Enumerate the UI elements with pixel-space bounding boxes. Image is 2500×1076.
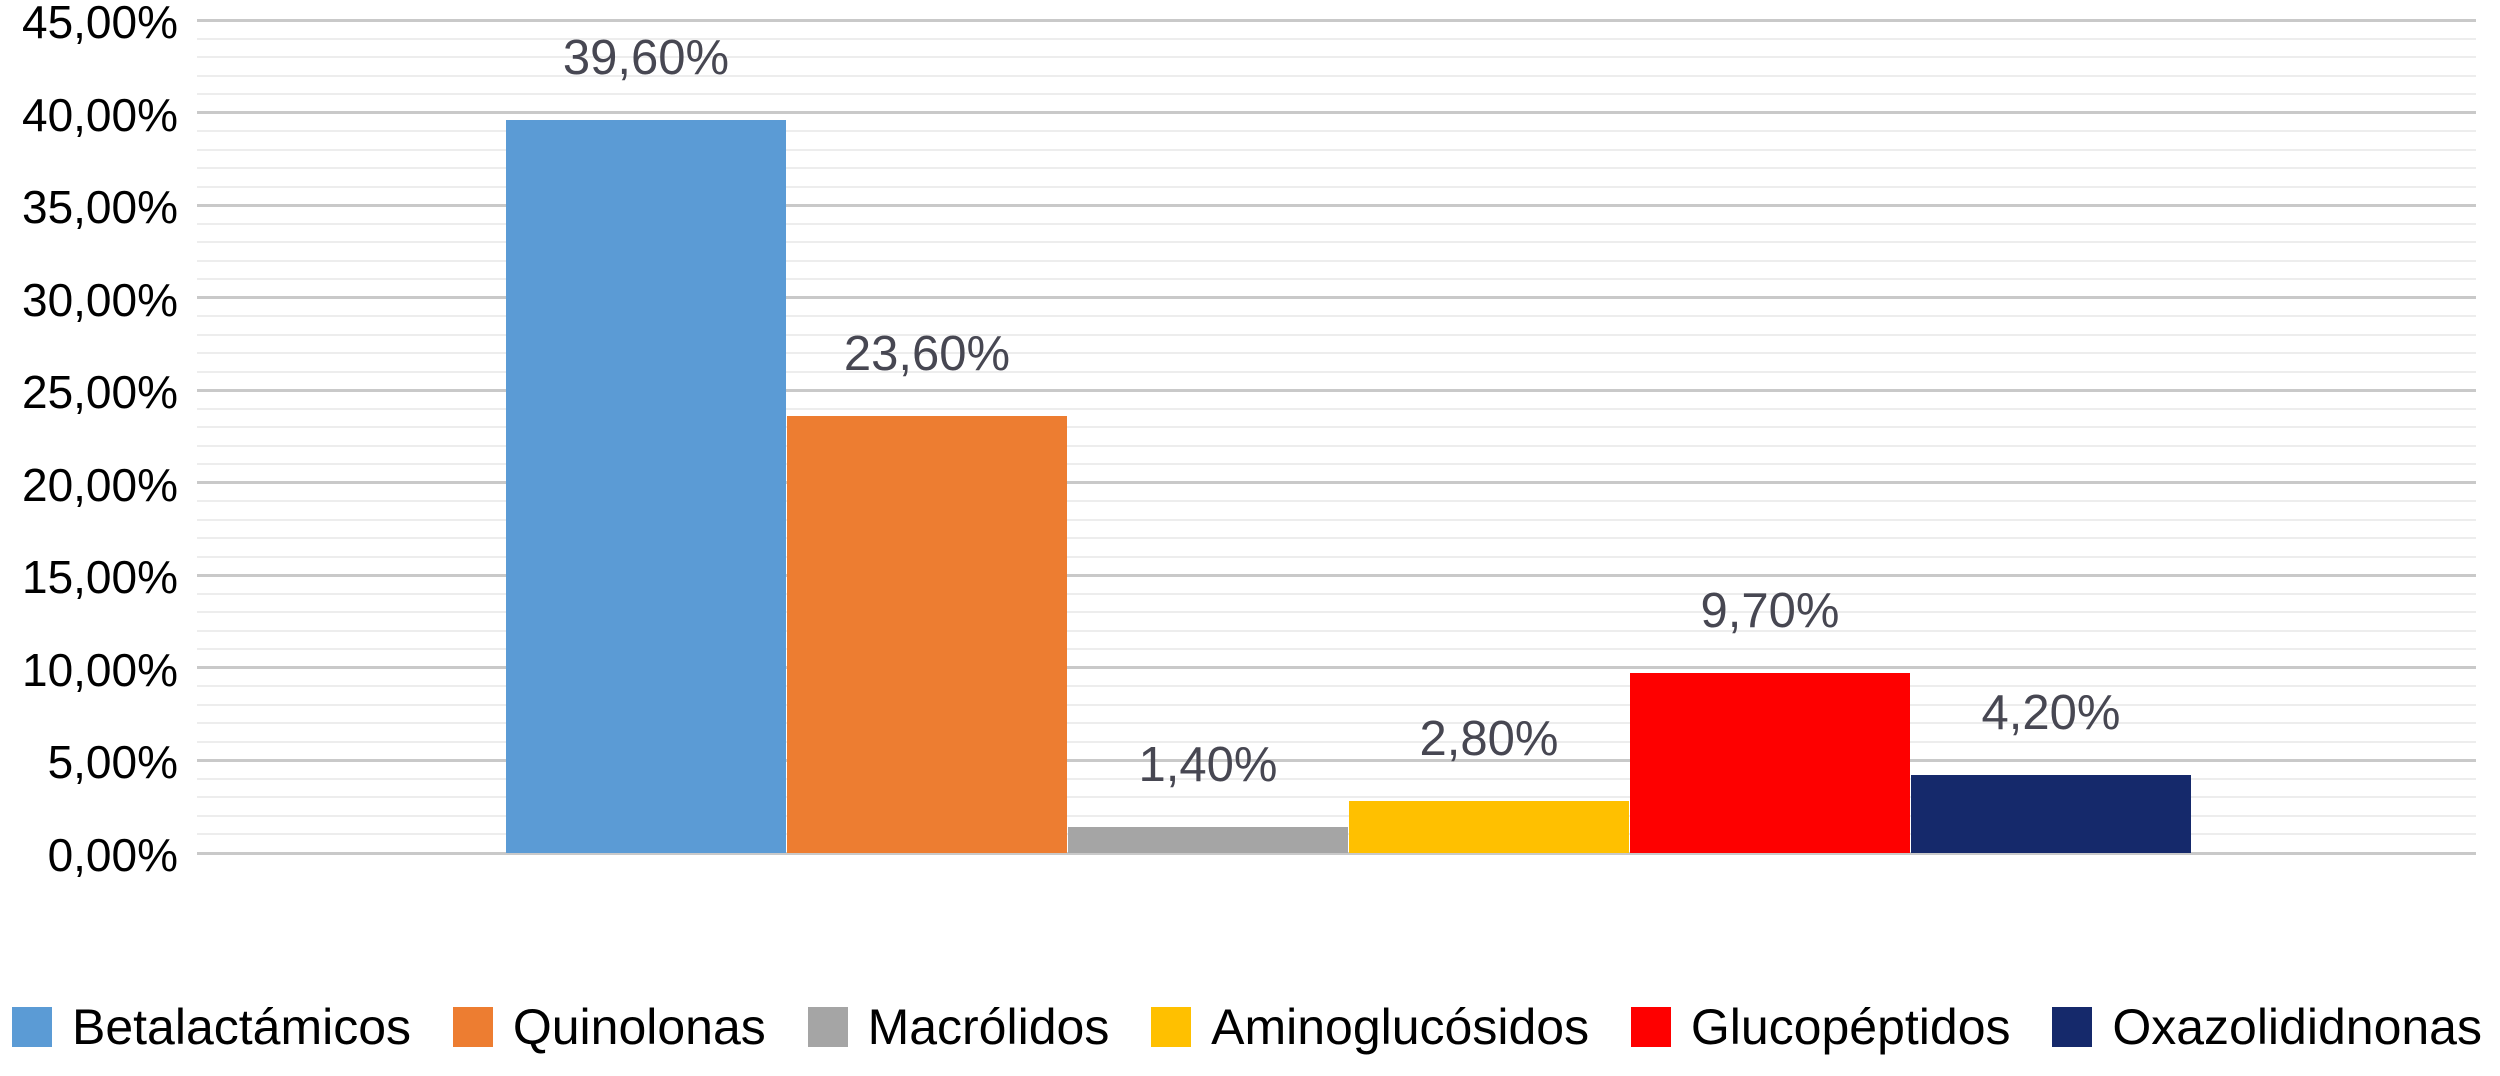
- gridline-minor: [197, 722, 2476, 724]
- gridline-major: [197, 481, 2476, 484]
- y-axis-tick: 25,00%: [21, 366, 178, 418]
- gridline-minor: [197, 186, 2476, 188]
- y-axis-tick: 0,00%: [47, 829, 178, 881]
- data-label-aminoglucosidos: 2,80%: [1419, 712, 1559, 766]
- gridline-minor: [197, 38, 2476, 40]
- gridline-minor: [197, 445, 2476, 447]
- data-label-macrolidos: 1,40%: [1138, 738, 1278, 792]
- y-axis-tick: 10,00%: [21, 644, 178, 696]
- gridline-minor: [197, 648, 2476, 650]
- y-axis-tick: 20,00%: [21, 459, 178, 511]
- gridline-major: [197, 666, 2476, 669]
- legend-item-glucopeptidos: Glucopéptidos: [1630, 999, 2011, 1055]
- gridline-minor: [197, 241, 2476, 243]
- bar-oxazolididnonas: [1911, 775, 2191, 853]
- y-axis-tick: 5,00%: [47, 736, 178, 788]
- gridline-minor: [197, 611, 2476, 613]
- gridline-minor: [197, 315, 2476, 317]
- gridline-minor: [197, 352, 2476, 354]
- gridline-major: [197, 296, 2476, 299]
- gridline-major: [197, 111, 2476, 114]
- gridline-minor: [197, 149, 2476, 151]
- gridline-minor: [197, 408, 2476, 410]
- y-axis-tick: 30,00%: [21, 274, 178, 326]
- legend-label: Macrólidos: [867, 999, 1110, 1055]
- data-label-oxazolididnonas: 4,20%: [1981, 686, 2121, 740]
- gridline-major: [197, 204, 2476, 207]
- gridline-minor: [197, 371, 2476, 373]
- gridline-major: [197, 19, 2476, 22]
- legend-item-aminoglucosidos: Aminoglucósidos: [1151, 1000, 1589, 1054]
- gridline-major: [197, 389, 2476, 392]
- gridline-minor: [197, 93, 2476, 95]
- gridline-minor: [197, 741, 2476, 743]
- gridline-minor: [197, 537, 2476, 539]
- legend-item-betalactamicos: Betalactámicos: [12, 1000, 411, 1054]
- legend-swatch-icon: [452, 1007, 493, 1047]
- y-axis-tick: 40,00%: [21, 89, 178, 141]
- gridline-minor: [197, 56, 2476, 58]
- gridline-minor: [197, 685, 2476, 687]
- gridline-minor: [197, 519, 2476, 521]
- gridline-minor: [197, 815, 2476, 817]
- gridline-major: [197, 574, 2476, 577]
- legend-swatch-icon: [1630, 1007, 1671, 1047]
- gridline-minor: [197, 75, 2476, 77]
- gridline-minor: [197, 167, 2476, 169]
- y-axis-tick: 35,00%: [21, 181, 178, 233]
- gridline-minor: [197, 556, 2476, 558]
- bar-quinolonas: [787, 416, 1067, 853]
- legend-label: Aminoglucósidos: [1211, 999, 1590, 1055]
- legend-label: Oxazolididnonas: [2112, 999, 2482, 1055]
- legend-label: Glucopéptidos: [1690, 999, 2011, 1055]
- gridline-minor: [197, 463, 2476, 465]
- data-label-betalactamicos: 39,60%: [562, 31, 730, 85]
- bar-aminoglucosidos: [1349, 801, 1629, 853]
- legend-label: Quinolonas: [512, 999, 766, 1055]
- gridline-minor: [197, 130, 2476, 132]
- legend-swatch-icon: [2052, 1007, 2093, 1047]
- bar-glucopeptidos: [1630, 673, 1910, 853]
- legend-swatch-icon: [12, 1007, 52, 1047]
- gridline-minor: [197, 260, 2476, 262]
- legend-item-oxazolididnonas: Oxazolididnonas: [2052, 1000, 2482, 1054]
- gridline-minor: [197, 796, 2476, 798]
- y-axis-tick: 45,00%: [21, 0, 178, 48]
- gridline-minor: [197, 778, 2476, 780]
- legend: Betalactámicos Quinolonas Macrólidos Aminog…: [12, 1000, 2482, 1054]
- data-label-glucopeptidos: 9,70%: [1700, 584, 1840, 638]
- gridline-minor: [197, 426, 2476, 428]
- legend-item-macrolidos: Macrólidos: [807, 999, 1110, 1055]
- legend-swatch-icon: [1151, 1007, 1192, 1047]
- legend-item-quinolonas: Quinolonas: [452, 999, 766, 1055]
- gridline-minor: [197, 593, 2476, 595]
- gridline-major: [197, 852, 2476, 855]
- gridline-minor: [197, 630, 2476, 632]
- gridline-minor: [197, 704, 2476, 706]
- gridline-minor: [197, 500, 2476, 502]
- bar-betalactamicos: [506, 120, 786, 853]
- gridline-major: [197, 759, 2476, 762]
- legend-swatch-icon: [807, 1007, 848, 1047]
- gridline-minor: [197, 223, 2476, 225]
- y-axis-tick: 15,00%: [21, 551, 178, 603]
- gridline-minor: [197, 278, 2476, 280]
- bar-macrolidos: [1068, 827, 1348, 853]
- gridline-minor: [197, 334, 2476, 336]
- legend-label: Betalactámicos: [72, 999, 412, 1055]
- data-label-quinolonas: 23,60%: [843, 327, 1011, 381]
